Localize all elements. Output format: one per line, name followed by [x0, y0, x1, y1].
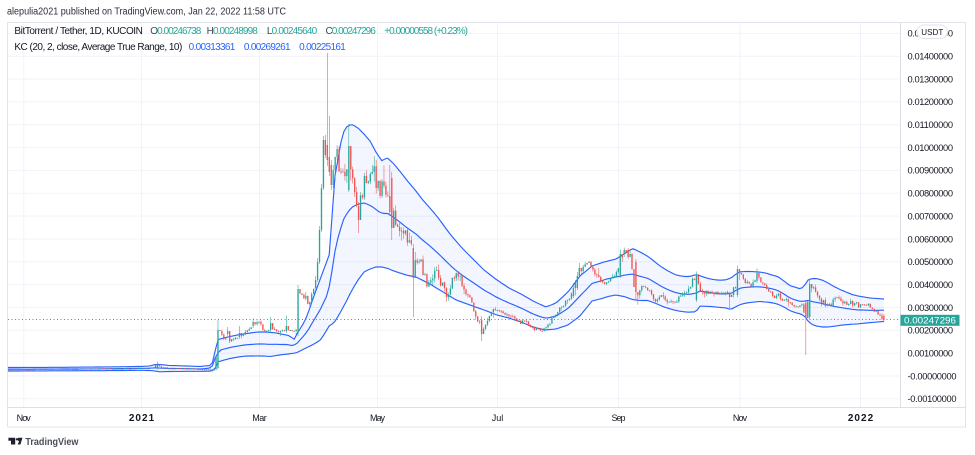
- svg-text:USDT: USDT: [921, 27, 943, 37]
- svg-text:Jul: Jul: [492, 413, 504, 423]
- svg-text:0.00225161: 0.00225161: [299, 42, 346, 53]
- svg-text:0.00313361: 0.00313361: [189, 42, 236, 53]
- svg-text:+0.00000558 (+0.23%): +0.00000558 (+0.23%): [384, 26, 468, 37]
- svg-text:0.00900000: 0.00900000: [908, 166, 954, 176]
- svg-text:TradingView: TradingView: [25, 436, 79, 448]
- svg-text:-0.00100000: -0.00100000: [908, 394, 957, 404]
- svg-text:0.01400000: 0.01400000: [908, 52, 954, 62]
- svg-text:May: May: [370, 413, 386, 423]
- svg-text:0.00269261: 0.00269261: [244, 42, 291, 53]
- svg-text:2021: 2021: [129, 413, 155, 424]
- svg-text:H0.00248998: H0.00248998: [207, 26, 259, 37]
- svg-text:Sep: Sep: [612, 413, 626, 423]
- svg-text:0.00600000: 0.00600000: [908, 234, 954, 244]
- svg-text:0.00300000: 0.00300000: [908, 303, 954, 313]
- svg-text:0.00100000: 0.00100000: [908, 349, 954, 359]
- svg-text:0.00700000: 0.00700000: [908, 211, 954, 221]
- svg-text:L0.00245640: L0.00245640: [267, 26, 318, 37]
- svg-text:0.00800000: 0.00800000: [908, 189, 954, 199]
- svg-text:0.01300000: 0.01300000: [908, 74, 954, 84]
- svg-text:0.00247296: 0.00247296: [904, 316, 956, 327]
- svg-text:Mar: Mar: [252, 413, 267, 423]
- svg-text:O0.00246738: O0.00246738: [150, 26, 201, 37]
- svg-text:Nov: Nov: [17, 413, 32, 423]
- svg-text:alepulia2021 published on Trad: alepulia2021 published on TradingView.co…: [7, 7, 286, 18]
- svg-text:0.01200000: 0.01200000: [908, 97, 954, 107]
- svg-text:0.01100000: 0.01100000: [908, 120, 954, 130]
- svg-text:0.01000000: 0.01000000: [908, 143, 954, 153]
- svg-text:Nov: Nov: [733, 413, 748, 423]
- svg-text:C0.00247296: C0.00247296: [326, 26, 377, 37]
- svg-text:0.00500000: 0.00500000: [908, 257, 954, 267]
- svg-text:0.00400000: 0.00400000: [908, 280, 954, 290]
- svg-text:0.00200000: 0.00200000: [908, 326, 954, 336]
- svg-text:-0.00000000: -0.00000000: [908, 371, 957, 381]
- svg-text:KC (20, 2, close, Average True: KC (20, 2, close, Average True Range, 10…: [14, 42, 182, 53]
- svg-text:BitTorrent / Tether, 1D, KUCOI: BitTorrent / Tether, 1D, KUCOIN: [14, 26, 143, 37]
- svg-text:2022: 2022: [848, 413, 874, 424]
